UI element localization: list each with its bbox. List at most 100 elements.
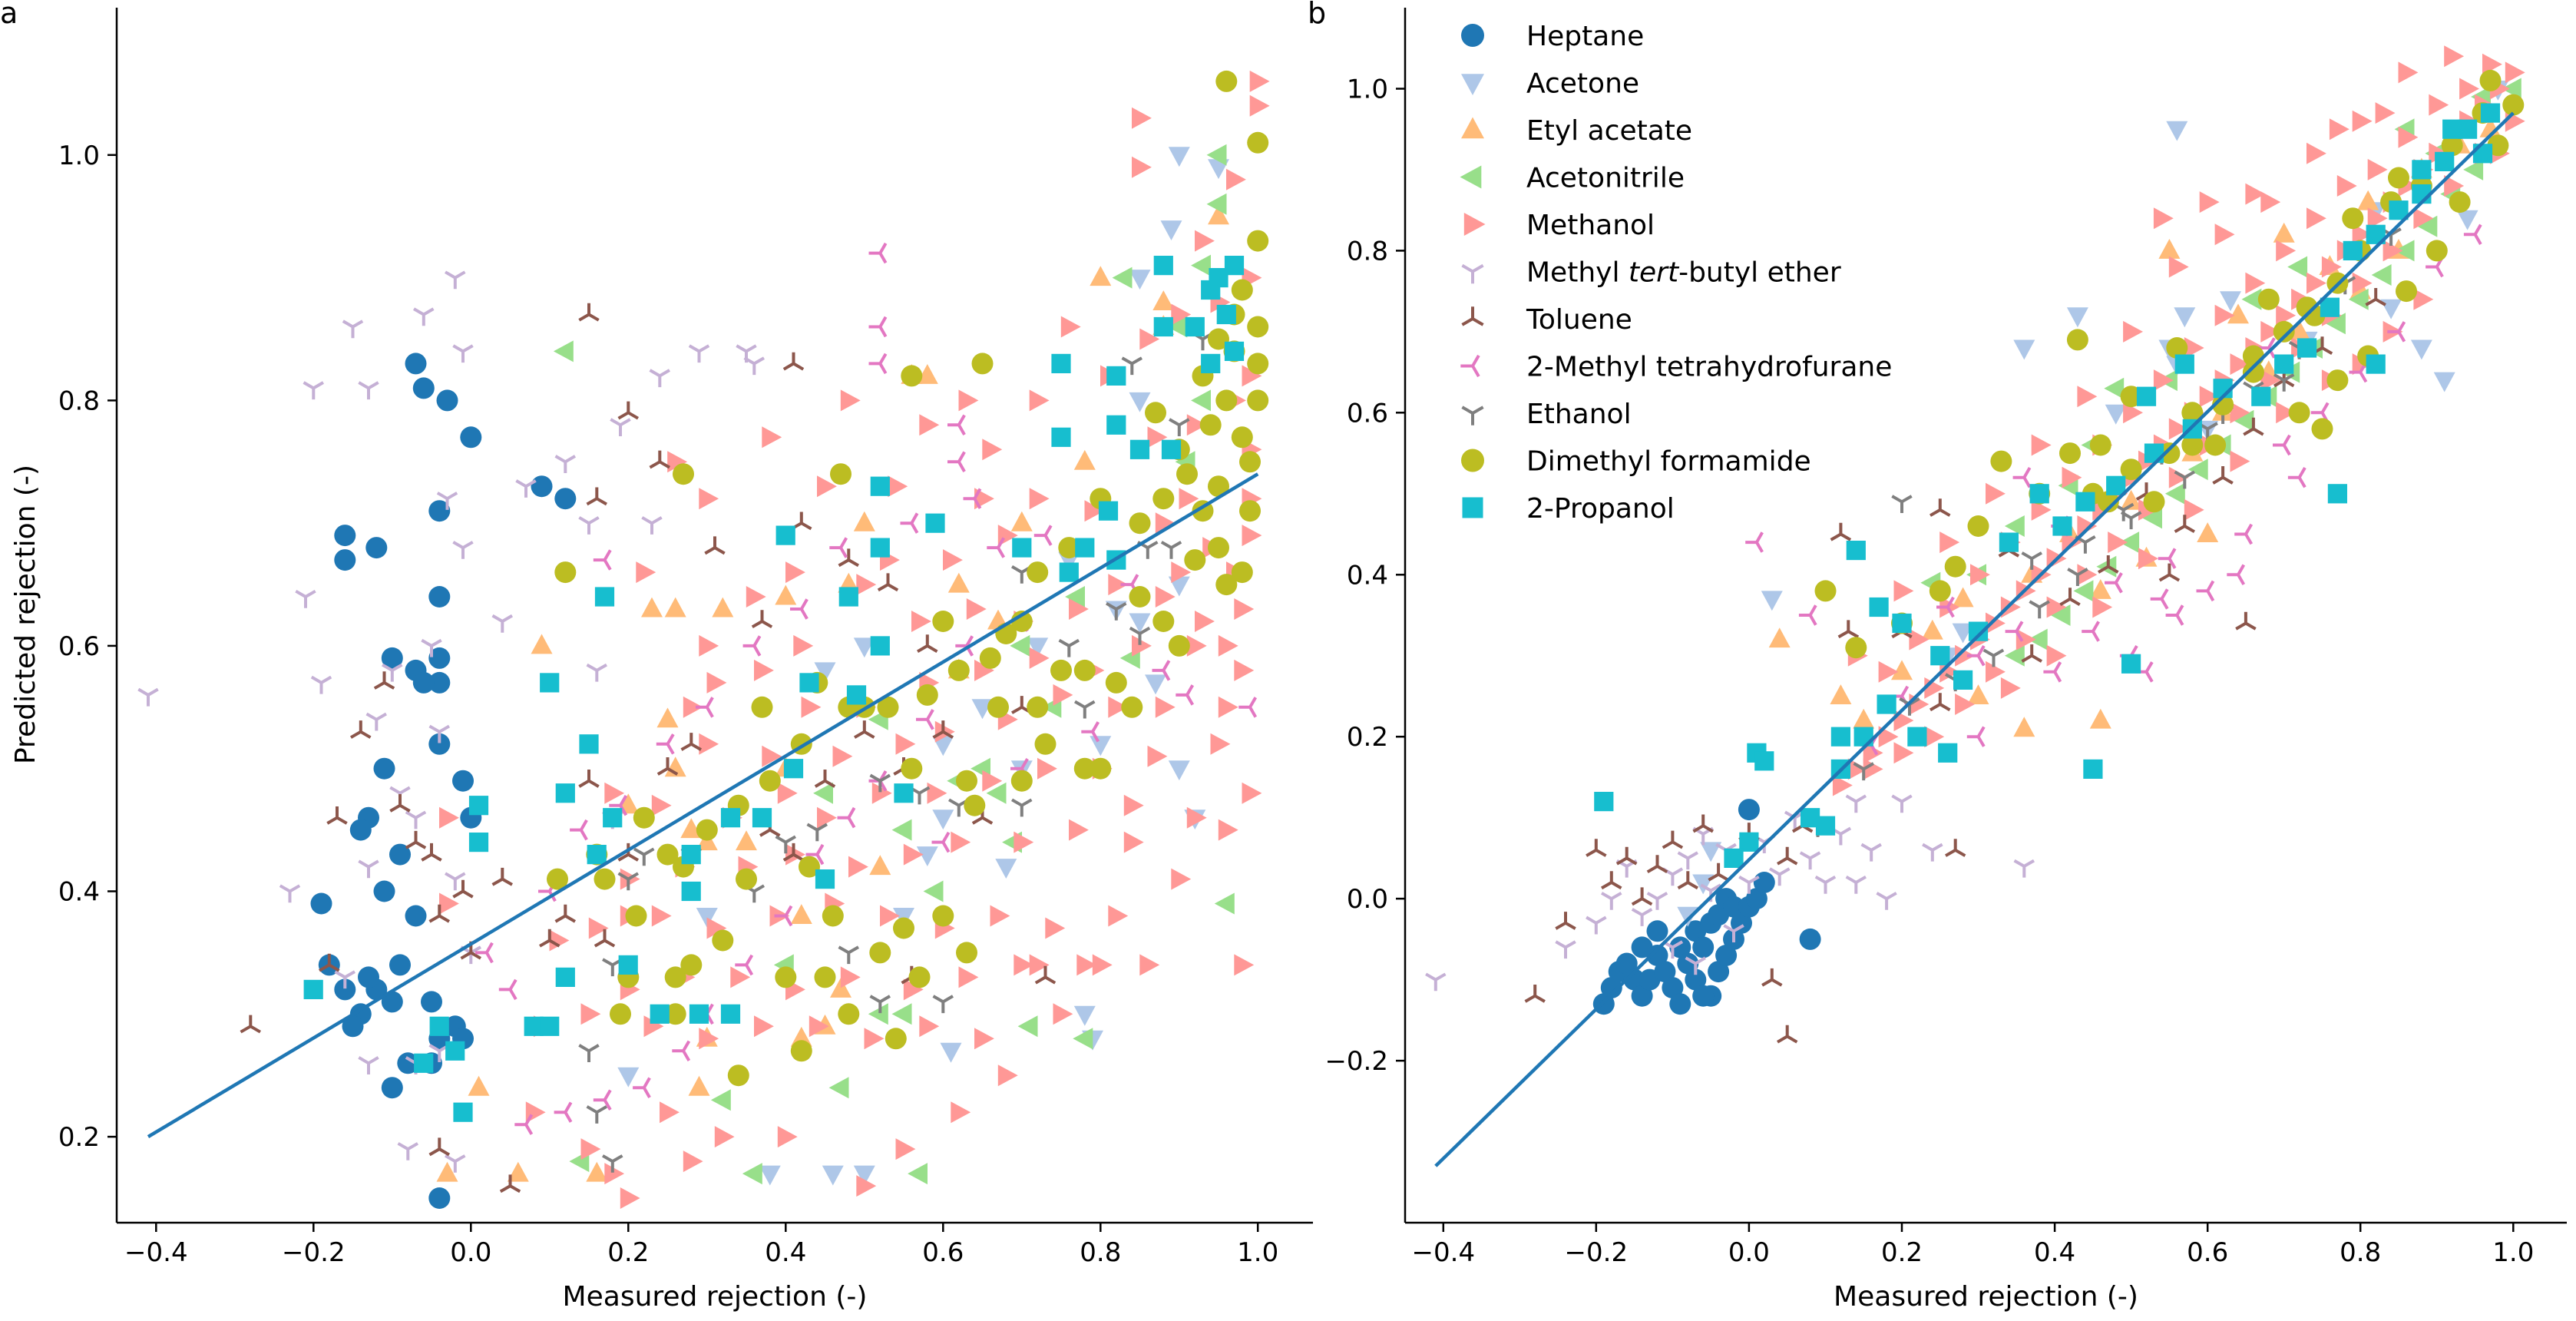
legend-label: Acetonitrile [1526,163,1685,194]
panel-a-point-dimethyl-formamide [1247,316,1269,338]
panel-a-point-methanol [580,1003,601,1025]
panel-b-point-heptane [1708,961,1730,983]
panel-b-point-ethanol [2273,373,2295,392]
panel-b-point-ethanol [2067,568,2088,586]
legend-item-heptane: Heptane [1461,21,1644,52]
panel-a-point-2-propanol [1106,366,1126,386]
panel-a-point-2-propanol [870,636,890,656]
panel-a-point-2-propanol [925,513,945,533]
panel-b-point-2-propanol [2343,240,2363,260]
panel-a-point-dimethyl-formamide [673,463,694,485]
panel-b-point-dimethyl-formamide [2120,459,2142,481]
panel-a-point-methanol [439,892,459,915]
panel-a-point-2-propanol [1185,316,1205,337]
panel-a-point-toluene [782,352,805,371]
panel-a-point-methanol [754,1015,774,1038]
panel-a-point-methanol [903,843,924,866]
legend-marker-acetone [1461,74,1484,95]
panel-b-point-heptane [1738,799,1760,821]
panel-a-point-2-propanol [587,845,607,865]
panel-b-point-dimethyl-formamide [2212,393,2234,416]
panel-a-point-methanol [1053,684,1073,706]
legend-item-ethanol: Ethanol [1461,399,1632,430]
panel-b-point-dimethyl-formamide [2502,94,2525,116]
panel-a-point-2-propanol [720,1004,741,1024]
panel-a-point-acetonitrile [1206,193,1227,215]
panel-a-point-2-methyl-tetrahydrofurane [931,831,951,853]
panel-a-point-toluene [554,904,577,923]
panel-a-point-acetonitrile [1167,316,1188,338]
panel-a-point-heptane [428,671,451,694]
panel-b-point-methanol [2168,256,2189,278]
panel-a-point-acetonitrile [828,1077,849,1099]
panel-b-point-2-propanol [2480,103,2501,123]
panel-a-fit-line [147,472,1259,1139]
legend-label: Methanol [1526,210,1655,241]
panel-a-point-methanol [864,1028,885,1050]
panel-a-point-acetone [1168,147,1190,167]
panel-a-point-toluene [916,634,938,654]
panel-a-point-heptane [334,525,356,547]
panel-b-point-etyl-acetate [2089,708,2111,729]
panel-b-point-methanol [2321,256,2342,278]
panel-a-point-heptane [358,966,379,988]
panel-a-point-methyl-tert-butyl-ether [578,516,600,535]
panel-b-point-methanol [2138,548,2158,570]
panel-b-point-methanol [2375,102,2396,124]
panel-a-point-ethanol [806,823,828,842]
panel-b-point-acetonitrile [2394,240,2415,262]
panel-a-point-acetonitrile [1206,144,1227,166]
panel-b-point-methanol [2352,223,2373,246]
panel-a-point-methanol [1147,745,1168,767]
panel-a-point-methanol [1037,757,1057,780]
panel-a-point-methyl-tert-butyl-ether [405,810,427,829]
panel-a-point-methanol [943,549,963,571]
panel-a-point-methyl-tert-butyl-ether [649,369,671,388]
panel-a-point-methanol [762,426,782,449]
panel-b-point-heptane [1631,985,1653,1007]
panel-b-point-methanol [2306,272,2326,294]
panel-b-point-2-propanol [2251,386,2271,406]
panel-b-point-2-propanol [2366,354,2386,374]
panel-b-point-dimethyl-formamide [2242,361,2264,383]
panel-a-point-dimethyl-formamide [751,696,773,718]
panel-b-point-dimethyl-formamide [2089,434,2111,456]
panel-a-point-methanol [580,1138,601,1160]
panel-a-point-2-propanol [445,1041,465,1061]
panel-a-point-methanol [651,794,672,816]
panel-a-point-acetonitrile [553,340,574,363]
panel-a-point-methyl-tert-butyl-ether [436,492,458,510]
panel-a-point-2-propanol [468,796,489,816]
panel-a-point-dimethyl-formamide [1129,586,1151,608]
panel-b-point-dimethyl-formamide [1944,555,1966,578]
panel-a-point-dimethyl-formamide [1010,770,1033,792]
panel-b-point-dimethyl-formamide [1929,580,1951,602]
panel-a-point-dimethyl-formamide [775,966,797,988]
panel-a-point-methanol [683,1150,703,1173]
panel-a-point-methanol [1139,954,1160,976]
panel-a-point-dimethyl-formamide [956,770,977,792]
panel-b-point-toluene [2243,417,2264,436]
panel-b-point-methyl-tert-butyl-ether [2013,859,2035,878]
panel-b-point-heptane [1692,936,1715,958]
panel-b-point-toluene [2021,644,2043,663]
panel-b-point-acetone [2410,339,2432,360]
panel-a-point-2-propanol [846,685,867,705]
panel-a-ylabel: Predicted rejection (-) [10,465,41,764]
panel-a-axes [115,8,1313,1224]
panel-b-point-toluene [1677,871,1699,890]
panel-b-ytick-label: 0.4 [1347,560,1388,591]
panel-b-point-dimethyl-formamide [2441,134,2463,157]
panel-a-point-methanol [951,831,971,853]
panel-a-point-etyl-acetate [712,597,734,617]
panel-a-point-etyl-acetate [688,1075,710,1096]
panel-a-point-acetonitrile [710,1089,731,1111]
panel-a-point-acetonitrile [908,1163,928,1185]
panel-a-point-etyl-acetate [1010,511,1033,531]
panel-a-point-etyl-acetate [736,830,757,851]
panel-a-point-methanol [1234,659,1255,681]
panel-b-point-heptane [1662,977,1684,999]
panel-b-point-methyl-tert-butyl-ether [1860,843,1882,862]
panel-b-point-methanol [1924,726,1945,748]
panel-b-point-toluene [2059,588,2081,607]
